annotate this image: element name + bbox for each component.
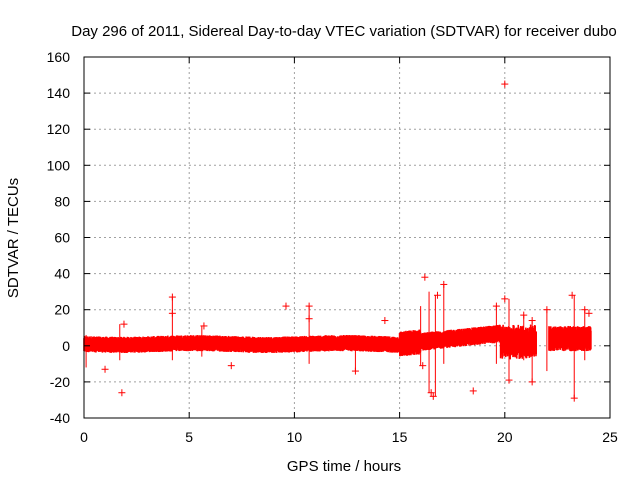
data-point	[501, 80, 509, 88]
data-point	[200, 322, 208, 330]
data-point	[351, 367, 359, 375]
data-points	[101, 80, 593, 402]
data-point	[421, 273, 429, 281]
data-point	[305, 315, 313, 323]
data-point	[440, 280, 448, 288]
data-point	[305, 302, 313, 310]
data-point	[585, 309, 593, 317]
data-point	[543, 306, 551, 314]
x-tick-label: 25	[602, 429, 618, 445]
y-tick-label: 120	[47, 121, 71, 137]
data-point	[505, 376, 513, 384]
data-point	[101, 365, 109, 373]
data-point	[501, 295, 509, 303]
ticks: 0 5 10 15 20 25 -40 -20 0 20 40 60 80 100 120 140 160	[47, 49, 618, 445]
x-tick-label: 10	[287, 429, 303, 445]
y-tick-label: -20	[50, 374, 70, 390]
x-tick-label: 20	[497, 429, 513, 445]
x-axis-label: GPS time / hours	[287, 458, 401, 475]
data-point	[168, 293, 176, 301]
y-axis-label: SDTVAR / TECUs	[5, 178, 22, 298]
data-spikes	[85, 284, 586, 399]
y-tick-label: 80	[54, 193, 70, 209]
data-point	[168, 309, 176, 317]
data-point	[419, 362, 427, 370]
data-band	[83, 324, 592, 360]
data-point	[520, 311, 528, 319]
plot-frame	[83, 56, 611, 419]
x-tick-label: 15	[392, 429, 408, 445]
chart-title: Day 296 of 2011, Sidereal Day-to-day VTE…	[71, 23, 617, 40]
data-point	[227, 362, 235, 370]
data-point	[120, 320, 128, 328]
y-tick-label: 40	[54, 266, 70, 282]
data-point	[381, 317, 389, 325]
data-point	[429, 392, 437, 400]
x-tick-label: 0	[80, 429, 88, 445]
y-tick-label: 0	[62, 338, 70, 354]
data-point	[492, 302, 500, 310]
data-point	[528, 378, 536, 386]
grid	[84, 57, 610, 418]
data-point	[118, 389, 126, 397]
data-point	[568, 291, 576, 299]
y-tick-label: 160	[47, 49, 71, 65]
data-point	[581, 306, 589, 314]
data-point	[469, 387, 477, 395]
y-tick-label: 140	[47, 85, 71, 101]
y-tick-label: 100	[47, 157, 71, 173]
y-tick-label: 60	[54, 230, 70, 246]
data-point	[427, 389, 435, 397]
data-point	[433, 291, 441, 299]
y-tick-label: -40	[50, 410, 70, 426]
data-point	[570, 394, 578, 402]
y-tick-label: 20	[54, 302, 70, 318]
data-point	[528, 317, 536, 325]
x-tick-label: 5	[185, 429, 193, 445]
data-point	[282, 302, 290, 310]
